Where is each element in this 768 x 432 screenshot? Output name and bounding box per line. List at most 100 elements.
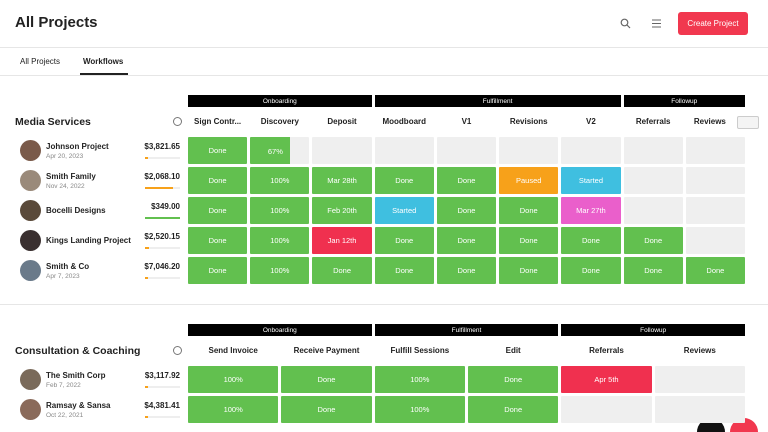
client-name[interactable]: Smith & Co [46, 262, 90, 271]
status-cell[interactable] [623, 197, 683, 224]
status-cell[interactable] [561, 396, 652, 423]
status-cell[interactable]: Feb 20th [312, 197, 372, 224]
client-name[interactable]: Ramsay & Sansa [46, 401, 111, 410]
section-title: Media Services [15, 116, 91, 128]
status-cell[interactable]: Done [561, 227, 621, 254]
progress-track [145, 416, 180, 418]
create-project-button[interactable]: Create Project [678, 12, 748, 35]
cell-text: 100% [223, 375, 243, 384]
client-name[interactable]: Smith Family [46, 172, 96, 181]
status-cell[interactable]: 100% [188, 366, 279, 393]
progress-bar [145, 277, 148, 279]
status-cell[interactable]: Done [281, 396, 372, 423]
status-cell[interactable] [374, 137, 434, 164]
cell-text: Done [706, 266, 725, 275]
cell-progress [250, 137, 290, 164]
status-cell[interactable]: Done [436, 167, 497, 194]
divider [0, 304, 768, 305]
column-header: Send Invoice [208, 346, 258, 355]
status-cell[interactable]: Done [436, 197, 497, 224]
status-cell[interactable]: 100% [374, 396, 465, 423]
status-cell[interactable]: Done [188, 227, 248, 254]
status-cell[interactable]: Done [436, 257, 497, 284]
filter-icon[interactable] [651, 18, 662, 29]
status-cell[interactable]: 100% [188, 396, 279, 423]
cell-text: Done [208, 146, 227, 155]
amount: $3,117.92 [144, 371, 180, 380]
column-header: Referrals [589, 346, 624, 355]
status-cell[interactable] [654, 396, 745, 423]
client-name[interactable]: Kings Landing Project [46, 236, 131, 245]
status-cell[interactable]: Paused [499, 167, 559, 194]
cell-text: Done [504, 405, 523, 414]
column-header: Receive Payment [293, 346, 360, 355]
status-cell[interactable]: Done [561, 257, 621, 284]
status-cell[interactable]: Done [188, 137, 248, 164]
client-name[interactable]: The Smith Corp [46, 371, 106, 380]
tab[interactable]: All Projects [20, 57, 61, 66]
cell-text: Started [392, 206, 417, 215]
status-cell[interactable]: Started [561, 167, 621, 194]
status-cell[interactable]: Done [685, 257, 745, 284]
status-cell[interactable]: Done [436, 227, 497, 254]
status-cell[interactable]: Done [623, 257, 683, 284]
status-cell[interactable] [312, 137, 372, 164]
status-cell[interactable]: Mar 28th [312, 167, 372, 194]
column-header: Fulfill Sessions [390, 346, 450, 355]
progress-bar [145, 247, 149, 249]
status-cell[interactable]: Done [468, 366, 559, 393]
status-cell[interactable] [499, 137, 559, 164]
status-cell[interactable] [685, 137, 745, 164]
client-date: Oct 22, 2021 [46, 412, 84, 419]
status-cell[interactable]: Mar 27th [561, 197, 621, 224]
scroll-arrows[interactable] [737, 116, 759, 129]
status-cell[interactable]: Done [468, 396, 559, 423]
status-cell[interactable]: 67% [250, 137, 310, 164]
settings-icon[interactable] [173, 117, 182, 126]
progress-bar [145, 217, 180, 219]
tab[interactable]: Workflows [83, 57, 124, 66]
cell-text: Done [644, 266, 663, 275]
client-name[interactable]: Bocelli Designs [46, 206, 106, 215]
status-cell[interactable] [654, 366, 745, 393]
status-cell[interactable] [685, 197, 745, 224]
status-cell[interactable]: Done [374, 167, 434, 194]
status-cell[interactable]: Done [188, 167, 248, 194]
status-cell[interactable]: 100% [250, 227, 310, 254]
status-cell[interactable]: Jan 12th [312, 227, 372, 254]
status-cell[interactable]: Done [188, 197, 248, 224]
cell-text: Done [457, 176, 476, 185]
status-cell[interactable]: 100% [374, 366, 465, 393]
avatar [20, 230, 41, 251]
client-name[interactable]: Johnson Project [46, 142, 109, 151]
client-date: Nov 24, 2022 [46, 183, 85, 190]
status-cell[interactable]: Done [188, 257, 248, 284]
avatar [20, 140, 41, 161]
status-cell[interactable]: Done [499, 227, 559, 254]
status-cell[interactable]: Done [374, 227, 434, 254]
status-cell[interactable] [436, 137, 497, 164]
client-date: Apr 20, 2023 [46, 153, 84, 160]
search-icon[interactable] [620, 18, 631, 29]
status-cell[interactable]: Done [623, 227, 683, 254]
status-cell[interactable]: Done [499, 197, 559, 224]
status-cell[interactable] [685, 167, 745, 194]
status-cell[interactable]: Done [281, 366, 372, 393]
status-cell[interactable]: 100% [250, 257, 310, 284]
cell-text: Jan 12th [327, 236, 357, 245]
status-cell[interactable]: Apr 5th [561, 366, 652, 393]
status-cell[interactable]: Done [374, 257, 434, 284]
status-cell[interactable] [623, 137, 683, 164]
status-cell[interactable] [623, 167, 683, 194]
column-header: V2 [586, 117, 596, 126]
status-cell[interactable]: 100% [250, 197, 310, 224]
settings-icon[interactable] [173, 346, 182, 355]
status-cell[interactable]: 100% [250, 167, 310, 194]
status-cell[interactable]: Started [374, 197, 434, 224]
cell-text: Done [395, 236, 414, 245]
amount: $3,821.65 [144, 142, 180, 151]
status-cell[interactable] [561, 137, 621, 164]
status-cell[interactable] [685, 227, 745, 254]
status-cell[interactable]: Done [499, 257, 559, 284]
status-cell[interactable]: Done [312, 257, 372, 284]
